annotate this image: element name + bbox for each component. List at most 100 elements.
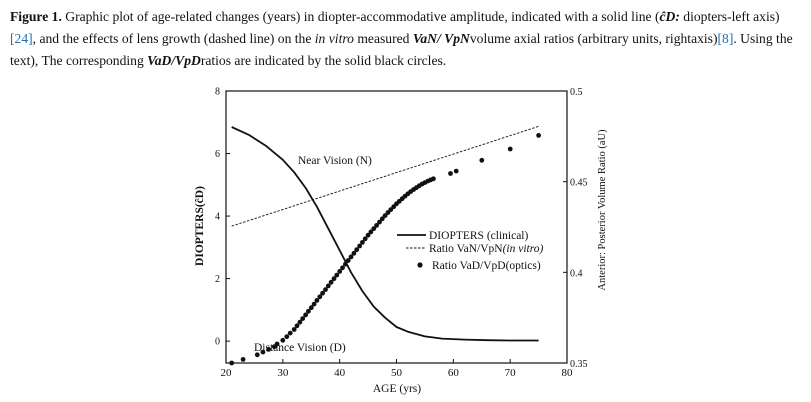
ratio-vad-vpd-point-32 bbox=[354, 247, 360, 253]
axes bbox=[225, 90, 568, 364]
annotation-near-vision: Near Vision (N) bbox=[298, 155, 372, 167]
ratio-vad-vpd-point-16 bbox=[308, 305, 314, 311]
ratio-vad-vpd-point-63 bbox=[507, 146, 513, 152]
legend-entry-diopters: DIOPTERS (clinical) bbox=[429, 230, 528, 242]
caption-text-3: , and the effects of lens growth (dashed… bbox=[32, 31, 315, 46]
ratio-vad-vpd-point-4 bbox=[266, 347, 271, 352]
caption-text-4: measured bbox=[353, 31, 413, 46]
y-left-tick-label-1: 2 bbox=[215, 274, 220, 285]
caption-text-5: volume axial ratios (arbitrary units, ri… bbox=[469, 31, 718, 46]
caption-reference-8[interactable]: [8] bbox=[717, 31, 734, 46]
ratio-van-vpn-series bbox=[231, 125, 539, 227]
ratio-vad-vpd-point-59 bbox=[431, 176, 436, 182]
ratio-vad-vpd-point-6 bbox=[274, 341, 280, 347]
ratio-vad-vpd-point-62 bbox=[479, 157, 485, 163]
x-tick-label-0: 20 bbox=[221, 367, 233, 379]
caption-diopter-symbol: ĉD: bbox=[659, 9, 680, 24]
ratio-vad-vpd-point-1 bbox=[240, 357, 246, 362]
ratio-vad-vpd-point-25 bbox=[334, 272, 340, 278]
ratio-vad-vpd-point-17 bbox=[311, 301, 317, 307]
caption-text-1: Graphic plot of age-related changes (yea… bbox=[61, 9, 660, 24]
ratio-vad-vpd-point-30 bbox=[348, 254, 354, 260]
diopters-line bbox=[231, 126, 539, 342]
ratio-vad-vpd-series bbox=[229, 133, 541, 366]
ratio-vad-vpd-point-33 bbox=[357, 243, 362, 249]
ratio-van-vpn-line bbox=[231, 125, 539, 227]
diopters-series bbox=[231, 126, 539, 342]
ratio-vad-vpd-point-7 bbox=[280, 337, 286, 343]
x-tick-label-3: 50 bbox=[391, 367, 403, 379]
ratio-vad-vpd-point-24 bbox=[331, 276, 337, 282]
ratio-vad-vpd-point-29 bbox=[345, 258, 351, 263]
ratio-vad-vpd-point-35 bbox=[362, 236, 368, 242]
ratio-vad-vpd-point-64 bbox=[536, 133, 541, 138]
legend-dot-swatch bbox=[417, 262, 423, 268]
y-right-tick-label-3: 0.5 bbox=[570, 87, 583, 98]
x-tick-label-2: 40 bbox=[334, 367, 346, 379]
legend-entry-ratio-d: Ratio VaD/VpD(optics) bbox=[432, 260, 541, 272]
caption-ratio-d: VaD/VpD bbox=[147, 53, 201, 68]
ratio-vad-vpd-point-28 bbox=[343, 261, 348, 267]
x-tick-label-6: 80 bbox=[562, 367, 574, 379]
ratio-vad-vpd-point-34 bbox=[360, 240, 365, 245]
ratio-vad-vpd-point-22 bbox=[325, 283, 331, 289]
ratio-vad-vpd-point-8 bbox=[284, 334, 290, 340]
ratio-vad-vpd-point-2 bbox=[254, 352, 260, 358]
ratio-vad-vpd-point-40 bbox=[377, 219, 382, 225]
ratio-vad-vpd-point-10 bbox=[291, 327, 297, 332]
ratio-vad-vpd-point-14 bbox=[303, 312, 308, 318]
figure-caption: Figure 1. Graphic plot of age-related ch… bbox=[10, 6, 805, 72]
ratio-vad-vpd-point-39 bbox=[374, 223, 379, 228]
ratio-vad-vpd-point-9 bbox=[287, 330, 293, 336]
caption-text-6: . Using the text), The corresponding bbox=[10, 31, 793, 68]
caption-label: Figure 1. bbox=[10, 9, 62, 24]
ratio-vad-vpd-point-37 bbox=[368, 229, 374, 235]
ratio-vad-vpd-point-3 bbox=[260, 349, 266, 355]
y-left-tick-label-4: 8 bbox=[215, 87, 220, 98]
caption-text-2: diopters-left axis) bbox=[679, 9, 780, 24]
y-left-tick-label-0: 0 bbox=[215, 337, 220, 348]
legend: DIOPTERS (clinical) Ratio VaN/VpN(in vit… bbox=[397, 230, 544, 272]
ratio-vad-vpd-point-19 bbox=[317, 294, 323, 300]
y-left-tick-label-2: 4 bbox=[215, 212, 220, 223]
ratio-vad-vpd-point-13 bbox=[300, 316, 306, 321]
ratio-vad-vpd-point-42 bbox=[382, 213, 388, 219]
x-tick-label-4: 60 bbox=[448, 367, 460, 379]
tick-marks: 20 30 40 50 60 70 80 0 2 4 6 8 0.35 0.4 0.45 0.5 bbox=[215, 87, 588, 380]
y-axis-left-label: DIOPTERS(ĉD) bbox=[194, 186, 206, 266]
ratio-vad-vpd-point-41 bbox=[379, 216, 385, 222]
ratio-vad-vpd-point-60 bbox=[448, 171, 453, 176]
ratio-vad-vpd-point-26 bbox=[337, 269, 343, 274]
ratio-vad-vpd-point-0 bbox=[229, 360, 235, 366]
ratio-vad-vpd-point-20 bbox=[320, 290, 325, 296]
caption-reference-24[interactable]: [24] bbox=[10, 31, 33, 46]
ratio-vad-vpd-point-12 bbox=[297, 319, 303, 325]
ratio-vad-vpd-point-61 bbox=[453, 168, 459, 174]
caption-text-7: ratios are indicated by the solid black … bbox=[200, 53, 447, 68]
caption-ratio-n: VaN/ VpN bbox=[412, 31, 470, 46]
plot-frame bbox=[225, 90, 568, 364]
ratio-vad-vpd-point-31 bbox=[351, 250, 357, 256]
ratio-vad-vpd-point-15 bbox=[306, 308, 311, 314]
y-right-tick-label-1: 0.4 bbox=[570, 268, 583, 279]
legend-entry-ratio-n: Ratio VaN/VpN(in vitro) bbox=[429, 243, 544, 255]
y-right-tick-label-2: 0.45 bbox=[570, 178, 588, 189]
y-axis-right-label: Anterior: Posterior Volume Ratio (aU) bbox=[597, 129, 608, 291]
legend-entry-ratio-n-in-vitro: (in vitro) bbox=[503, 243, 544, 255]
x-tick-label-1: 30 bbox=[277, 367, 289, 379]
y-right-tick-label-0: 0.35 bbox=[570, 359, 588, 370]
ratio-vad-vpd-point-27 bbox=[340, 265, 345, 271]
ratio-vad-vpd-point-18 bbox=[314, 298, 320, 303]
legend-entry-ratio-n-label: Ratio VaN/VpN bbox=[429, 243, 503, 255]
y-left-tick-label-3: 6 bbox=[215, 149, 220, 160]
ratio-vad-vpd-point-11 bbox=[294, 323, 300, 329]
ratio-vad-vpd-point-38 bbox=[371, 226, 377, 232]
ratio-vad-vpd-point-23 bbox=[328, 279, 334, 285]
ratio-vad-vpd-point-36 bbox=[365, 232, 371, 238]
x-axis-label: AGE (yrs) bbox=[373, 383, 421, 395]
ratio-vad-vpd-point-44 bbox=[388, 207, 394, 213]
caption-in-vitro: in vitro bbox=[314, 31, 354, 46]
ratio-vad-vpd-point-21 bbox=[323, 287, 328, 292]
annotation-distance-vision: Distance Vision (D) bbox=[254, 342, 346, 354]
